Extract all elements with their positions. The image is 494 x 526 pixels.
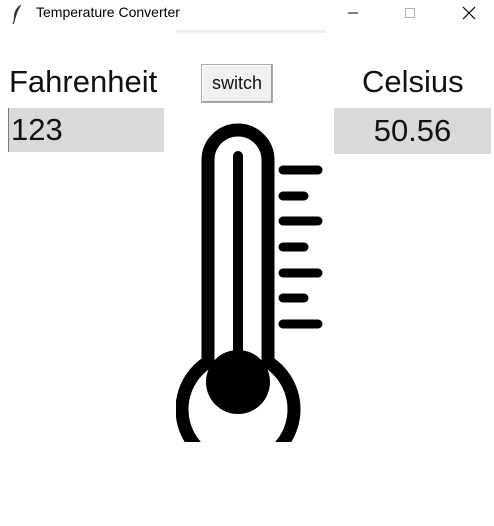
switch-button[interactable]: switch bbox=[201, 64, 273, 103]
window-title: Temperature Converter bbox=[36, 4, 180, 20]
canvas-top-edge bbox=[176, 30, 326, 33]
thermometer-icon bbox=[176, 123, 323, 442]
celsius-label: Celsius bbox=[362, 64, 464, 99]
close-button[interactable] bbox=[446, 0, 492, 26]
close-icon bbox=[462, 6, 476, 20]
fahrenheit-label: Fahrenheit bbox=[9, 64, 158, 99]
maximize-button[interactable] bbox=[387, 0, 433, 26]
feather-icon bbox=[12, 3, 23, 25]
celsius-output: 50.56 bbox=[334, 108, 491, 154]
fahrenheit-input[interactable] bbox=[8, 108, 164, 152]
minimize-icon bbox=[348, 12, 358, 14]
title-bar: Temperature Converter bbox=[0, 0, 494, 30]
maximize-icon bbox=[405, 8, 415, 18]
minimize-button[interactable] bbox=[330, 0, 376, 26]
